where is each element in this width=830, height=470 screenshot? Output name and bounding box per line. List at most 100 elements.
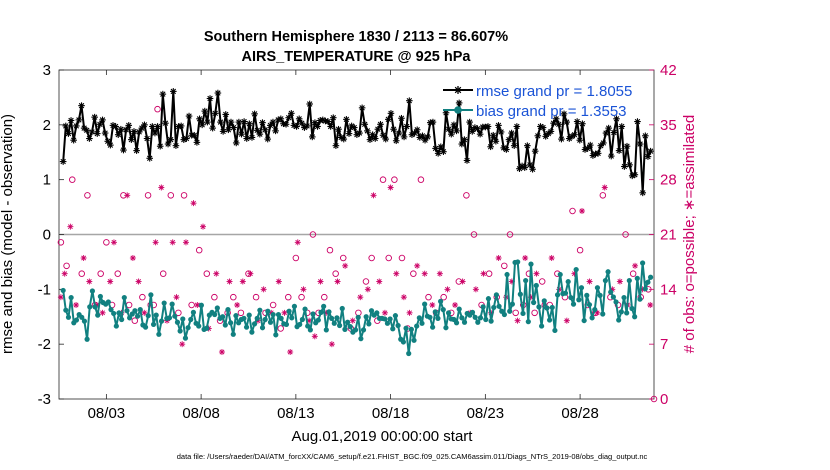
- possible-obs-marker: [326, 246, 334, 254]
- rmse-point: [600, 139, 607, 147]
- bias-point: [549, 304, 555, 311]
- bias-point: [286, 308, 292, 314]
- bias-point: [544, 305, 550, 311]
- bias-point: [573, 266, 579, 273]
- bias-point: [408, 326, 414, 332]
- possible-obs-marker: [252, 293, 260, 301]
- bias-point: [307, 327, 313, 333]
- rmse-point: [524, 142, 531, 149]
- possible-obs-marker: [144, 192, 152, 199]
- possible-obs-marker: [63, 262, 70, 270]
- rmse-point: [159, 90, 167, 98]
- bias-point: [616, 317, 622, 323]
- bias-point: [204, 325, 210, 331]
- x-tick-label: 08/08: [182, 405, 220, 422]
- bias-point: [501, 311, 507, 318]
- legend: rmse grand pr = 1.8055 bias grand pr = 1…: [443, 83, 632, 120]
- bias-point: [180, 316, 186, 322]
- possible-obs-marker: [114, 270, 121, 277]
- bias-point: [416, 315, 422, 321]
- rmse-point: [193, 139, 201, 146]
- rmse-point: [86, 135, 93, 142]
- bias-point: [254, 315, 260, 321]
- rmse-point: [644, 153, 652, 160]
- bias-point: [339, 305, 345, 312]
- rmse-point: [93, 130, 101, 137]
- rmse-point: [526, 161, 534, 169]
- obs-count-markers: [57, 105, 658, 403]
- bias-point: [581, 317, 587, 324]
- bias-point: [198, 302, 204, 308]
- bias-point: [329, 315, 335, 321]
- assimilated-obs-marker: [578, 208, 585, 214]
- possible-obs-marker: [531, 309, 538, 317]
- x-tick-label: 08/18: [372, 405, 410, 422]
- rmse-point: [67, 117, 75, 124]
- rmse-point: [371, 135, 379, 142]
- rmse-point: [390, 125, 397, 133]
- rmse-point: [253, 127, 261, 134]
- bias-point: [225, 307, 231, 313]
- bias-point: [214, 305, 220, 311]
- possible-obs-marker: [410, 270, 417, 277]
- bias-point: [406, 350, 412, 357]
- rmse-point: [96, 120, 104, 128]
- possible-obs-marker: [78, 270, 85, 277]
- rmse-point: [248, 134, 256, 141]
- assimilated-obs-marker: [300, 286, 307, 293]
- rmse-point: [225, 126, 232, 134]
- rmse-point: [560, 110, 568, 118]
- bias-point: [68, 294, 74, 301]
- bias-point: [334, 315, 340, 321]
- bias-point: [92, 304, 98, 310]
- rmse-point: [167, 136, 174, 143]
- assimilated-obs-marker: [260, 286, 267, 293]
- bias-point: [597, 292, 603, 298]
- possible-obs-marker: [391, 176, 398, 183]
- possible-obs-marker: [569, 207, 576, 215]
- possible-obs-marker: [622, 231, 629, 238]
- assimilated-obs-marker: [73, 302, 80, 308]
- rmse-point: [563, 118, 570, 126]
- rmse-point: [487, 143, 494, 151]
- rmse-point: [513, 123, 521, 130]
- bias-point: [592, 307, 598, 313]
- rmse-point: [555, 120, 563, 128]
- assimilated-obs-marker: [349, 317, 356, 324]
- rmse-point: [78, 102, 85, 109]
- rmse-point: [332, 142, 340, 149]
- bias-point: [182, 335, 189, 341]
- possible-obs-marker: [131, 317, 139, 324]
- bias-point: [84, 336, 90, 342]
- bias-point: [445, 310, 452, 316]
- possible-obs-marker: [368, 254, 375, 262]
- legend-rmse-star: [454, 86, 462, 94]
- assimilated-obs-marker: [480, 270, 487, 277]
- rmse-point: [232, 139, 240, 147]
- bias-point: [480, 304, 486, 310]
- rmse-point: [251, 110, 258, 118]
- bias-point: [647, 274, 654, 280]
- rmse-point: [432, 145, 439, 152]
- y-axis-label-left: rmse and bias (model - observation): [0, 114, 16, 354]
- rmse-point: [610, 129, 618, 136]
- bias-point: [188, 316, 194, 323]
- y-tick-label-right: 35: [660, 117, 677, 134]
- rmse-point: [99, 116, 106, 124]
- y-tick-label-left: -1: [38, 281, 51, 298]
- bias-point: [89, 288, 96, 294]
- bias-point: [310, 311, 316, 317]
- bias-point: [270, 311, 276, 318]
- bias-point: [491, 304, 497, 311]
- rmse-point: [466, 118, 473, 126]
- assimilated-obs-marker: [182, 239, 189, 246]
- possible-obs-marker: [154, 105, 161, 113]
- rmse-point: [602, 129, 610, 137]
- rmse-point: [356, 129, 363, 137]
- bias-point: [142, 324, 149, 330]
- possible-obs-marker: [285, 293, 292, 301]
- rmse-point: [306, 100, 313, 108]
- bias-point: [642, 286, 648, 292]
- bias-point: [259, 325, 266, 331]
- rmse-point: [114, 131, 122, 139]
